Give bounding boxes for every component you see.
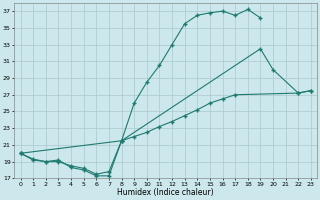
X-axis label: Humidex (Indice chaleur): Humidex (Indice chaleur) (117, 188, 214, 197)
